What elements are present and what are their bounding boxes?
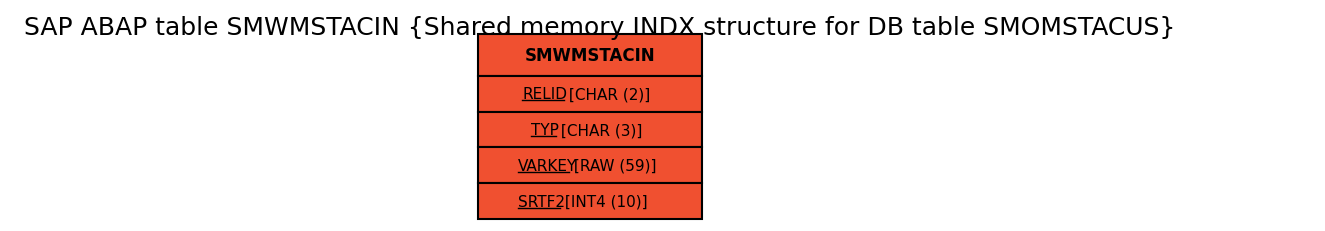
Text: RELID: RELID bbox=[522, 87, 567, 102]
FancyBboxPatch shape bbox=[478, 184, 702, 219]
FancyBboxPatch shape bbox=[478, 148, 702, 184]
Text: SRTF2: SRTF2 bbox=[518, 194, 564, 209]
Text: VARKEY: VARKEY bbox=[518, 158, 576, 173]
FancyBboxPatch shape bbox=[478, 112, 702, 148]
FancyBboxPatch shape bbox=[478, 35, 702, 76]
FancyBboxPatch shape bbox=[478, 76, 702, 112]
Text: SMWMSTACIN: SMWMSTACIN bbox=[525, 46, 656, 64]
Text: [RAW (59)]: [RAW (59)] bbox=[568, 158, 656, 173]
Text: [CHAR (3)]: [CHAR (3)] bbox=[556, 122, 643, 137]
Text: TYP: TYP bbox=[530, 122, 558, 137]
Text: [INT4 (10)]: [INT4 (10)] bbox=[560, 194, 648, 209]
Text: SAP ABAP table SMWMSTACIN {Shared memory INDX structure for DB table SMOMSTACUS}: SAP ABAP table SMWMSTACIN {Shared memory… bbox=[24, 16, 1175, 40]
Text: [CHAR (2)]: [CHAR (2)] bbox=[564, 87, 651, 102]
